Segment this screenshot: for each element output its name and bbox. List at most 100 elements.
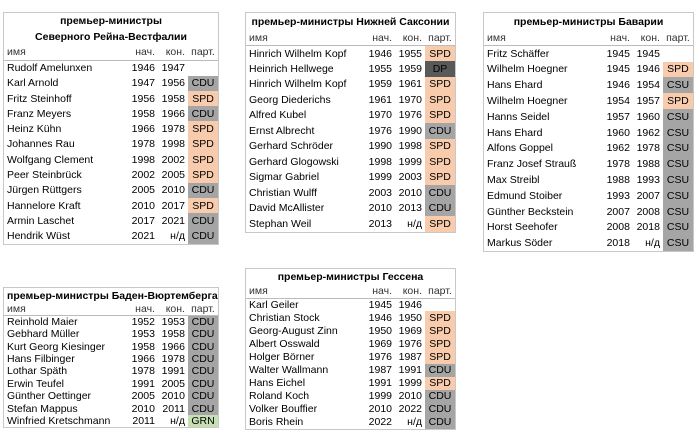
- end-year-cell: 1976: [398, 337, 422, 350]
- start-year-cell: 2011: [132, 414, 155, 427]
- end-year-cell: 1953: [161, 316, 185, 328]
- start-year-cell: 1970: [368, 109, 392, 122]
- data-row: Christian Wulff 2003 2010 CDU: [246, 185, 455, 201]
- name-cell: Hans Eichel: [249, 377, 306, 390]
- header-cell: нач.: [365, 285, 395, 299]
- party-cell: SPD: [662, 61, 693, 78]
- data-row: Wilhelm Hoegner 1945 1946 SPD: [484, 61, 693, 78]
- party-cell: SPD: [425, 337, 455, 351]
- name-cell: Armin Laschet: [7, 214, 75, 227]
- start-year-cell: 1955: [368, 62, 392, 75]
- end-year-cell: 2010: [161, 390, 185, 403]
- party-cell: SPD: [188, 121, 218, 137]
- end-year-cell: 1988: [636, 158, 660, 171]
- name-cell: Holger Börner: [249, 351, 315, 364]
- data-row: Walter Wallmann 1987 1991 CDU: [246, 363, 455, 377]
- party-cell: CSU: [662, 108, 693, 125]
- end-year-cell: 1970: [398, 93, 422, 106]
- end-year-cell: 2010: [398, 186, 422, 199]
- name-cell: Wolfgang Clement: [7, 153, 94, 166]
- name-cell: Heinz Kühn: [7, 123, 62, 136]
- name-cell: Max Streibl: [487, 174, 540, 187]
- table-title: премьер-министры Баварии: [513, 15, 664, 28]
- party-cell: CDU: [188, 182, 218, 198]
- end-year-cell: 2013: [398, 202, 422, 215]
- name-cell: Stephan Weil: [249, 217, 312, 230]
- name-cell: Jürgen Rüttgers: [7, 184, 82, 197]
- data-row: Karl Arnold 1947 1956 CDU: [4, 75, 218, 91]
- party-cell: SPD: [188, 197, 218, 214]
- header-cell: парт.: [188, 45, 218, 61]
- header-cell: парт.: [425, 285, 455, 299]
- name-cell: Günther Oettinger: [7, 390, 92, 403]
- start-year-cell: 2021: [131, 230, 155, 243]
- name-cell: Christian Wulff: [249, 186, 317, 199]
- name-cell: Hans Filbinger: [7, 352, 75, 365]
- name-cell: Hans Ehard: [487, 126, 543, 139]
- start-year-cell: 1950: [368, 324, 392, 337]
- data-row: Boris Rhein 2022 н/д CDU: [246, 415, 455, 430]
- party-cell: CDU: [187, 377, 218, 390]
- data-row: Hendrik Wüst 2021 н/д CDU: [4, 228, 218, 244]
- name-cell: Winfried Kretschmann: [7, 414, 111, 427]
- title-row: премьер-министры: [4, 13, 218, 29]
- end-year-cell: 2005: [161, 377, 185, 390]
- name-cell: Hannelore Kraft: [7, 199, 81, 212]
- data-row: Holger Börner 1976 1987 SPD: [246, 350, 455, 364]
- end-year-cell: 2007: [636, 189, 660, 202]
- party-cell: [663, 46, 693, 62]
- data-row: Georg-August Zinn 1950 1969 SPD: [246, 324, 455, 338]
- data-row: Franz Josef Strauß 1978 1988 CSU: [484, 156, 693, 173]
- header-cell: кон.: [395, 285, 425, 299]
- end-year-cell: 1976: [398, 109, 422, 122]
- end-year-cell: 1969: [398, 324, 422, 337]
- start-year-cell: 1962: [606, 142, 630, 155]
- party-cell: SPD: [425, 376, 455, 390]
- start-year-cell: 1976: [368, 351, 392, 364]
- start-year-cell: 1991: [131, 377, 155, 390]
- start-year-cell: 1961: [368, 93, 392, 106]
- party-cell: CDU: [187, 315, 218, 328]
- party-cell: SPD: [425, 76, 455, 92]
- header-cell: парт.: [187, 303, 218, 316]
- name-cell: Franz Meyers: [7, 107, 72, 120]
- start-year-cell: 2003: [368, 186, 392, 199]
- name-cell: Christian Stock: [249, 311, 320, 324]
- start-year-cell: 1956: [131, 92, 155, 105]
- end-year-cell: н/д: [170, 230, 185, 243]
- header-cell: имя: [484, 30, 603, 47]
- end-year-cell: 1998: [398, 140, 422, 153]
- end-year-cell: 2018: [636, 221, 660, 234]
- end-year-cell: 1950: [398, 311, 422, 324]
- start-year-cell: 2010: [131, 402, 155, 415]
- name-cell: Wilhelm Hoegner: [487, 63, 568, 76]
- end-year-cell: 2010: [161, 184, 185, 197]
- party-cell: CDU: [425, 415, 455, 430]
- start-year-cell: 1991: [368, 377, 392, 390]
- data-row: Gerhard Glogowski 1998 1999 SPD: [246, 154, 455, 170]
- name-cell: Hinrich Wilhelm Kopf: [249, 78, 347, 91]
- start-year-cell: 1988: [606, 174, 630, 187]
- start-year-cell: 1960: [606, 126, 630, 139]
- name-cell: Horst Seehofer: [487, 221, 558, 234]
- name-cell: Georg-August Zinn: [249, 324, 338, 337]
- name-cell: Rudolf Amelunxen: [7, 62, 93, 75]
- party-cell: CDU: [187, 340, 218, 353]
- start-year-cell: 1958: [131, 340, 155, 353]
- data-row: Rudolf Amelunxen 1946 1947: [4, 60, 218, 75]
- data-row: Kurt Georg Kiesinger 1958 1966 CDU: [4, 340, 218, 353]
- name-cell: Roland Koch: [249, 390, 310, 403]
- start-year-cell: 2007: [606, 205, 630, 218]
- start-year-cell: 1999: [368, 171, 392, 184]
- end-year-cell: 1999: [398, 377, 422, 390]
- header-cell: имя: [4, 303, 128, 316]
- end-year-cell: 1957: [636, 95, 660, 108]
- data-row: Ernst Albrecht 1976 1990 CDU: [246, 123, 455, 139]
- table-box: премьер-министры Гессена имя нач. кон. парт.…: [245, 268, 456, 431]
- party-cell: CDU: [188, 213, 218, 229]
- party-cell: CDU: [425, 363, 455, 377]
- start-year-cell: 1993: [606, 189, 630, 202]
- data-row: Stephan Weil 2013 н/д SPD: [246, 216, 455, 232]
- party-cell: CSU: [662, 235, 693, 252]
- name-cell: David McAllister: [249, 202, 325, 215]
